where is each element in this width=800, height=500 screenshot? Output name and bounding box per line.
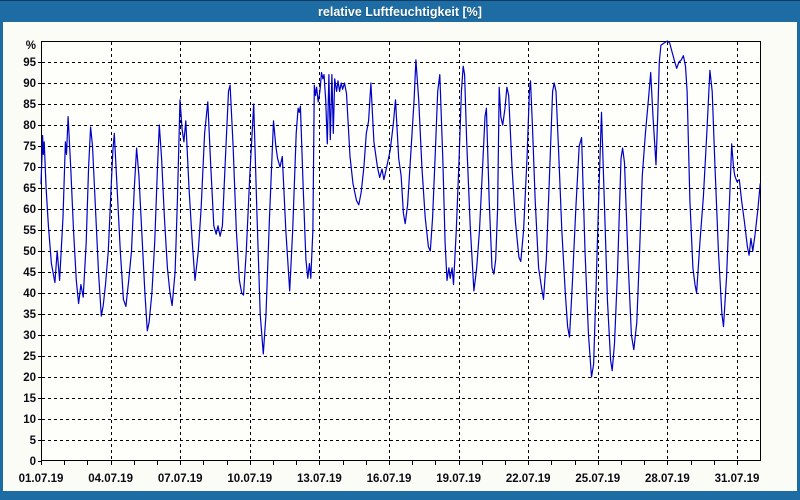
y-axis-tick-label: 15 [23,393,36,405]
plot-area [41,41,761,461]
x-axis-tick-label: 04.07.19 [88,473,133,485]
title-bar: relative Luftfeuchtigkeit [%] [0,0,800,22]
plot-frame [41,41,761,461]
y-axis-tick-label: 35 [23,309,36,321]
y-axis-tick-label: 80 [23,120,36,132]
y-axis-tick-label: 90 [23,78,36,90]
y-axis-tick-label: 30 [23,330,36,342]
y-axis-tick-label: 95 [23,57,36,69]
x-axis-tick-label: 25.07.19 [575,473,620,485]
window-title: relative Luftfeuchtigkeit [%] [318,4,482,19]
y-axis-tick-label: 0 [30,456,36,468]
y-axis-tick-label: 70 [23,162,36,174]
x-axis-tick-label: 19.07.19 [436,473,481,485]
grid-lines [42,42,760,460]
x-axis-tick-label: 16.07.19 [367,473,412,485]
window-border-bottom [0,491,800,500]
x-axis-tick-label: 22.07.19 [506,473,551,485]
y-axis-tick-label: 40 [23,288,36,300]
y-axis-tick-label: 85 [23,99,36,111]
y-axis-tick-label: 5 [30,435,37,447]
y-axis-tick-label: 60 [23,204,36,216]
y-axis-tick-label: 20 [23,372,36,384]
axis-labels: 0 5 10 15 20 25 30 35 40 45 50 55 60 65 70 75 80 85 90 95% 0… [19,40,760,485]
y-axis-tick-label: 25 [23,351,36,363]
x-axis-tick-label: 01.07.19 [19,473,64,485]
x-axis-tick-label: 28.07.19 [645,473,690,485]
y-axis-unit-label: % [26,40,36,52]
y-axis-tick-label: 55 [23,225,36,237]
axis-ticks [38,62,738,465]
x-axis-tick-label: 13.07.19 [297,473,342,485]
y-axis-tick-label: 50 [23,246,36,258]
x-axis-tick-label: 10.07.19 [227,473,272,485]
humidity-series-line [40,40,761,378]
x-axis-tick-label: 31.07.19 [715,473,760,485]
x-axis-tick-label: 07.07.19 [158,473,203,485]
y-axis-tick-label: 10 [23,414,36,426]
y-axis-tick-label: 75 [23,141,36,153]
y-axis-tick-label: 45 [23,267,36,279]
window-border-left [0,22,3,492]
window-border-right [797,22,800,492]
y-axis-tick-label: 65 [23,183,36,195]
